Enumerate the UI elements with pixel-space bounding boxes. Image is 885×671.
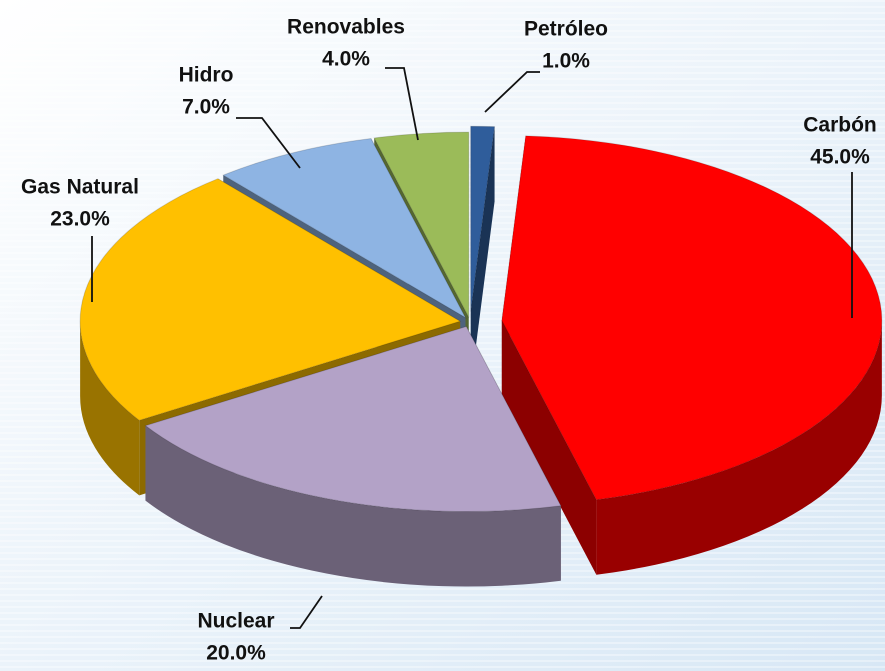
slice <box>79 178 462 421</box>
slice-wall <box>501 320 597 575</box>
slice <box>470 125 496 312</box>
slice-value-label: 4.0% <box>322 48 370 71</box>
slice-side <box>80 321 140 496</box>
leader-line <box>236 117 301 169</box>
slice-label: Petróleo <box>524 18 608 41</box>
slice-value-label: 7.0% <box>182 96 230 119</box>
slice-value-label: 23.0% <box>50 208 110 231</box>
slice-value-label: 20.0% <box>206 642 266 665</box>
leader-line <box>484 71 540 113</box>
slice-value-label: 1.0% <box>542 50 590 73</box>
slice <box>222 137 467 319</box>
slice <box>144 325 562 513</box>
leader-line <box>385 67 419 141</box>
slice-label: Nuclear <box>197 610 274 633</box>
slice <box>373 131 470 318</box>
slice-value-label: 45.0% <box>810 146 870 169</box>
leader-line <box>290 595 323 629</box>
slice-side <box>145 425 561 587</box>
slice-label: Renovables <box>287 16 405 39</box>
slice-side <box>596 320 882 575</box>
slice-wall <box>470 126 495 387</box>
slice-label: Hidro <box>179 64 234 87</box>
slice <box>501 135 883 501</box>
slice-label: Gas Natural <box>21 176 139 199</box>
slice-label: Carbón <box>803 114 877 137</box>
